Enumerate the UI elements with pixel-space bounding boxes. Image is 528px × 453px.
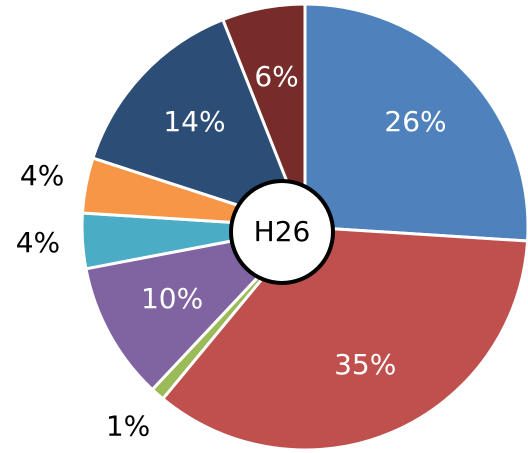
data-label: 1%: [106, 410, 150, 443]
slice: [91, 17, 308, 230]
slice: [220, 2, 307, 228]
labels: 26% 35% 1% 10% 4% 4% 14% 6%: [16, 60, 447, 443]
data-label: 35%: [334, 348, 396, 381]
data-label: 26%: [384, 105, 446, 138]
data-label: 6%: [254, 60, 298, 93]
center-circle: [229, 179, 335, 285]
data-label: 4%: [16, 226, 60, 259]
center-label: H26: [254, 215, 311, 248]
data-label: 14%: [163, 105, 225, 138]
data-label: 10%: [141, 282, 203, 315]
data-label: 4%: [20, 159, 64, 192]
slice: [303, 2, 528, 243]
slice: [160, 225, 528, 452]
